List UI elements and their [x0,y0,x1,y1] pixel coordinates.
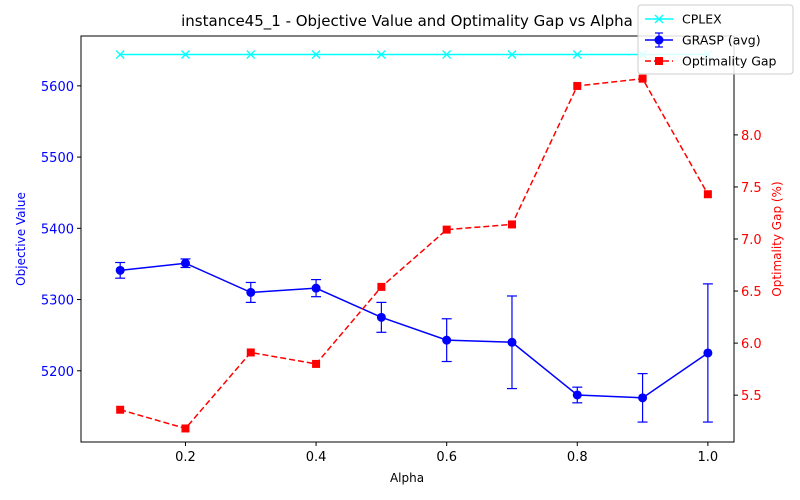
y-axis-left: 5200 5300 5400 5500 5600 [41,80,81,380]
data-point [703,190,712,199]
marker-stroke [572,50,582,59]
marker-stroke [507,50,517,59]
plot-frame [80,35,735,443]
legend-marker [655,57,663,65]
marker-stroke [442,50,452,59]
data-point [703,348,713,358]
data-point [181,50,190,59]
plot-area [115,50,713,433]
data-point [442,225,451,234]
y-right-tick-label: 5.5 [741,389,762,404]
y-left-tick-label: 5200 [41,365,74,380]
legend: CPLEX GRASP (avg) Optimality Gap [637,4,794,75]
marker-stroke [181,50,190,59]
marker-stroke [311,50,321,59]
y-right-tick-label: 7.5 [741,181,762,196]
legend-label: Optimality Gap [682,54,777,69]
data-point [442,335,452,345]
x-axis-title: Alpha [390,471,424,485]
data-point [376,312,386,322]
y-axis-right: 5.5 6.0 6.5 7.0 7.5 8.0 [734,129,762,404]
series-cplex [115,50,713,59]
data-point [180,258,190,268]
y-left-tick-label: 5600 [41,80,74,95]
y-right-tick-label: 7.0 [741,233,762,248]
data-point [507,220,516,229]
data-point [507,337,517,347]
marker-stroke [115,50,125,59]
chart-title: instance45_1 - Objective Value and Optim… [181,12,633,31]
legend-item: CPLEX [645,12,722,27]
y-axis-right-title: Optimality Gap (%) [770,181,784,296]
data-point [573,81,582,90]
legend-marker [654,14,664,24]
data-point [376,50,386,59]
x-tick-label: 0.8 [567,450,588,465]
marker-stroke [654,14,664,24]
x-tick-label: 1.0 [698,450,719,465]
data-point [507,50,517,59]
series-line [119,77,709,430]
data-point [246,348,255,357]
data-point [572,390,582,400]
data-point [572,50,582,59]
legend-item: Optimality Gap [645,54,777,69]
legend-item: GRASP (avg) [645,32,761,48]
series-optimality-gap [116,74,712,433]
y-right-tick-label: 8.0 [741,129,762,144]
data-point [311,50,321,59]
x-axis: 0.2 0.4 0.6 0.8 1.0 [175,442,718,465]
marker-stroke [376,50,386,59]
y-left-tick-label: 5400 [41,222,74,237]
x-tick-label: 0.4 [306,450,327,465]
data-point [115,50,125,59]
data-point [312,359,321,368]
data-point [246,287,256,297]
data-point [116,405,125,414]
legend-marker [654,35,664,45]
y-right-tick-label: 6.5 [741,285,762,300]
data-point [377,282,386,291]
legend-box [637,4,794,75]
data-point [246,50,256,59]
y-axis-left-title: Objective Value [14,192,28,286]
data-point [442,50,452,59]
x-tick-label: 0.6 [436,450,457,465]
y-left-tick-label: 5300 [41,294,74,309]
y-right-tick-label: 6.0 [741,337,762,352]
x-tick-label: 0.2 [175,450,196,465]
data-point [311,283,321,293]
legend-label: CPLEX [682,12,722,27]
data-point [638,393,648,403]
data-point [181,424,190,433]
y-left-tick-label: 5500 [41,151,74,166]
series-line [120,262,709,399]
legend-label: GRASP (avg) [682,33,761,48]
series-grasp-avg [115,258,713,423]
data-point [638,74,647,83]
marker-stroke [246,50,256,59]
data-point [115,265,125,275]
